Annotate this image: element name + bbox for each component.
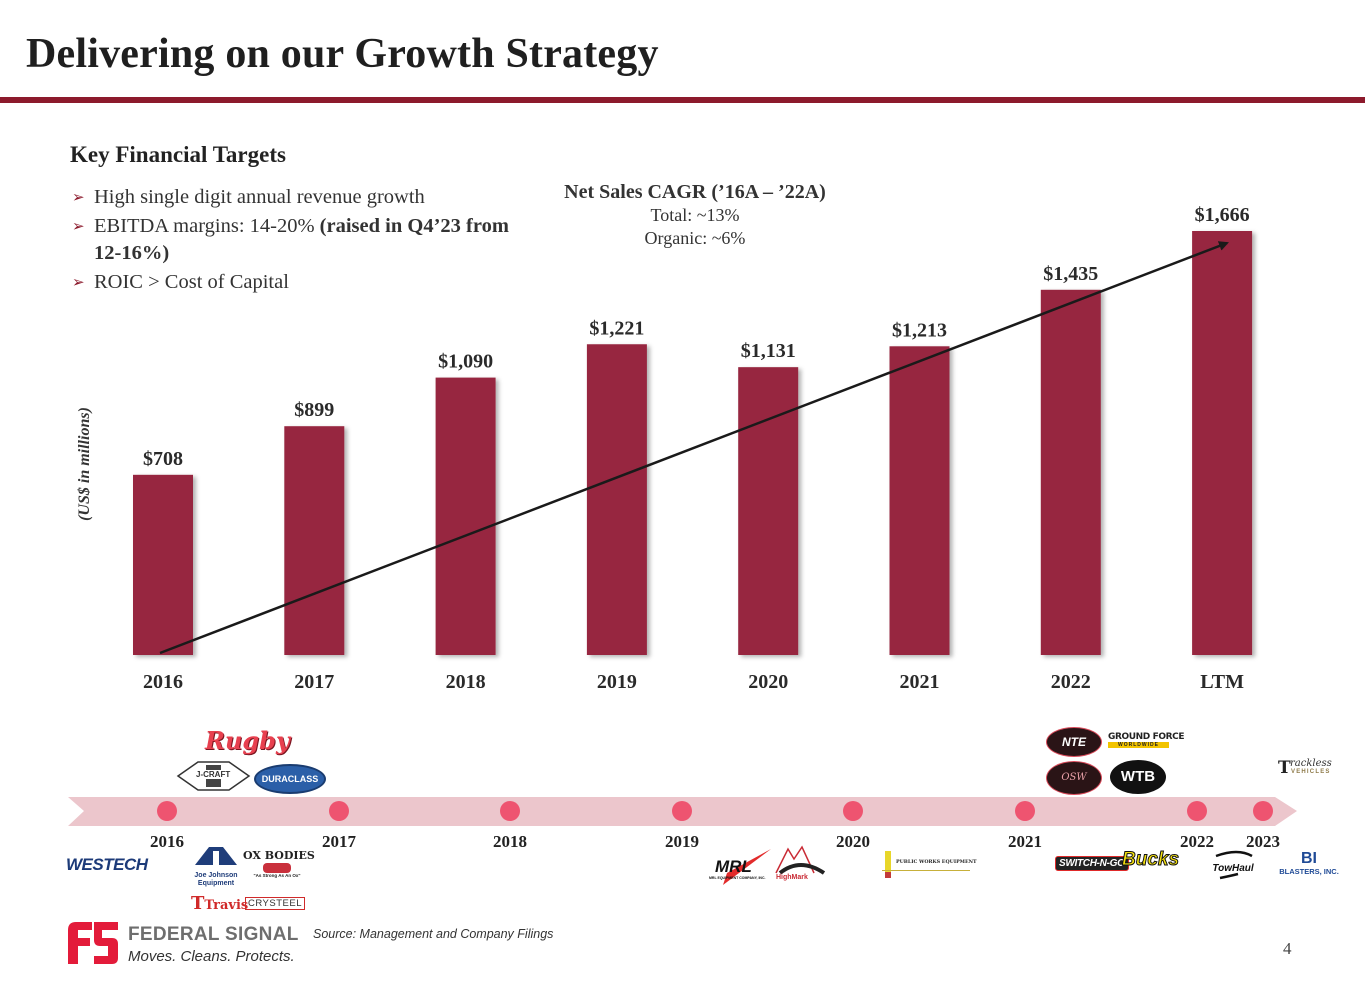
- logo-duraclass: DURACLASS: [254, 764, 326, 794]
- targets-heading: Key Financial Targets: [70, 142, 286, 167]
- category-label: 2019: [597, 671, 637, 693]
- logo-ground-force: GROUND FORCE WORLDWIDE: [1108, 732, 1185, 748]
- bullet-arrow-icon: ➢: [72, 275, 85, 291]
- bar-2020: [738, 367, 799, 655]
- timeline-year-label: 2019: [665, 832, 699, 851]
- logo-highmark: HighMark: [774, 843, 826, 885]
- timeline-years-group: 2016 2017 2018 2019 2020 2021 2022 2023: [150, 832, 1280, 851]
- timeline-year-label: 2020: [836, 832, 870, 851]
- bar-value-label: $899: [294, 399, 334, 421]
- logo-switch-n-go: SWITCH-N-GO: [1055, 856, 1129, 871]
- timeline-dot-2020: [843, 801, 863, 821]
- timeline-year-label: 2018: [493, 832, 527, 851]
- category-label: 2020: [748, 671, 788, 693]
- category-label: 2021: [900, 671, 940, 693]
- logo-blasters: BI BLASTERS, INC.: [1279, 850, 1339, 876]
- title-divider: [0, 97, 1365, 103]
- bar-value-label: $708: [143, 448, 183, 470]
- logo-public-works-equipment: PUBLIC WORKS EQUIPMENT: [882, 851, 977, 879]
- bar-value-label: $1,221: [589, 317, 644, 339]
- logo-travis: TTravis: [191, 893, 249, 914]
- bar-2017: [284, 426, 345, 655]
- towhaul-swoosh-icon: [1215, 850, 1253, 880]
- timeline-year-label: 2023: [1246, 832, 1280, 851]
- timeline-year-label: 2017: [322, 832, 357, 851]
- targets-list: ➢ High single digit annual revenue growt…: [72, 184, 512, 298]
- timeline-dot-2017: [329, 801, 349, 821]
- logo-mrl: MRL MRL EQUIPMENT COMPANY, INC.: [707, 849, 771, 885]
- logo-rugby: Rugby: [205, 726, 290, 755]
- net-sales-bar-chart: $708 $899 $1,090 $1,221 $1,131 $1,213 $1,435 $1…: [133, 204, 1253, 693]
- highmark-mountain-icon: [775, 845, 826, 875]
- bar-2018: [435, 377, 496, 655]
- timeline-year-label: 2022: [1180, 832, 1214, 851]
- pwe-square-icon: [885, 872, 891, 878]
- category-label: LTM: [1200, 671, 1244, 693]
- logo-osw: OSW: [1046, 761, 1102, 795]
- bar-2016: [133, 474, 193, 655]
- footer-tagline: Moves. Cleans. Protects.: [128, 948, 295, 965]
- cagr-total: Total: ~13%: [650, 205, 740, 225]
- cagr-heading: Net Sales CAGR (’16A – ’22A): [564, 181, 826, 203]
- bar-value-label: $1,435: [1043, 263, 1098, 285]
- timeline-dot-2023: [1253, 801, 1273, 821]
- bullet-bold-text: (raised in Q4’23 from 12-16%): [94, 215, 509, 264]
- source-note: Source: Management and Company Filings: [313, 927, 554, 941]
- logo-joe-johnson: Joe Johnson Equipment: [191, 845, 241, 888]
- category-labels-group: 2016 2017 2018 2019 2020 2021 2022 LTM: [143, 671, 1244, 693]
- mrl-swoosh-icon: [723, 849, 771, 885]
- bars-group: [133, 231, 1253, 655]
- timeline-dot-2022: [1187, 801, 1207, 821]
- pwe-bar-icon: [885, 851, 891, 872]
- page-number: 4: [1283, 939, 1292, 958]
- cagr-annotation: Net Sales CAGR (’16A – ’22A) Total: ~13%…: [520, 180, 870, 250]
- timeline-dot-2016: [157, 801, 177, 821]
- timeline-dot-2019: [672, 801, 692, 821]
- logo-westech: WESTECH: [66, 855, 148, 874]
- logo-crysteel: CRYSTEEL: [245, 897, 305, 910]
- trend-arrow: [159, 241, 1229, 655]
- timeline-year-label: 2016: [150, 832, 184, 851]
- timeline-dot-2018: [500, 801, 520, 821]
- timeline-dots-group: [157, 801, 1273, 821]
- bar-2021: [889, 346, 950, 655]
- bullet-text: ROIC > Cost of Capital: [94, 271, 289, 293]
- bullet-arrow-icon: ➢: [72, 190, 85, 206]
- bar-value-label: $1,666: [1195, 204, 1250, 226]
- bar-ltm: [1192, 231, 1253, 655]
- category-label: 2022: [1051, 671, 1091, 693]
- logo-bucks: Bucks: [1121, 849, 1180, 871]
- target-bullet: ➢ EBITDA margins: 14-20% (raised in Q4’2…: [72, 213, 512, 267]
- bar-value-label: $1,213: [892, 319, 947, 341]
- category-label: 2018: [446, 671, 486, 693]
- logo-trackless-vehicles: T rackless VEHICLES: [1278, 758, 1332, 778]
- acquisition-timeline: 2016 2017 2018 2019 2020 2021 2022 2023: [68, 797, 1297, 851]
- category-label: 2017: [294, 671, 334, 693]
- bar-2022: [1040, 289, 1101, 655]
- bar-labels-group: $708 $899 $1,090 $1,221 $1,131 $1,213 $1,435 $1…: [143, 204, 1250, 470]
- logo-nte: NTE: [1046, 727, 1102, 757]
- cagr-organic: Organic: ~6%: [644, 228, 746, 248]
- target-bullet: ➢ ROIC > Cost of Capital: [72, 269, 512, 296]
- joe-johnson-mark-icon: [195, 847, 237, 865]
- footer-brand: FEDERAL SIGNAL: [128, 924, 299, 945]
- bullet-arrow-icon: ➢: [72, 219, 85, 235]
- timeline-year-label: 2021: [1008, 832, 1042, 851]
- ox-icon: [263, 863, 291, 873]
- logo-towhaul: TowHaul: [1208, 850, 1258, 880]
- logo-ox-bodies: OX BODIES "As Strong As An Ox": [243, 849, 315, 878]
- logo-wtb: WTB: [1110, 760, 1166, 794]
- timeline-dot-2021: [1015, 801, 1035, 821]
- logo-j-craft: J-CRAFT: [176, 760, 251, 792]
- bar-2019: [586, 344, 647, 655]
- bullet-text: EBITDA margins: 14-20%: [94, 215, 320, 237]
- bar-value-label: $1,090: [438, 351, 493, 373]
- category-label: 2016: [143, 671, 183, 693]
- bar-value-label: $1,131: [741, 340, 796, 362]
- bullet-text: High single digit annual revenue growth: [94, 186, 425, 208]
- target-bullet: ➢ High single digit annual revenue growt…: [72, 184, 512, 211]
- slide-title: Delivering on our Growth Strategy: [26, 31, 659, 77]
- federal-signal-logo-icon: [68, 922, 118, 964]
